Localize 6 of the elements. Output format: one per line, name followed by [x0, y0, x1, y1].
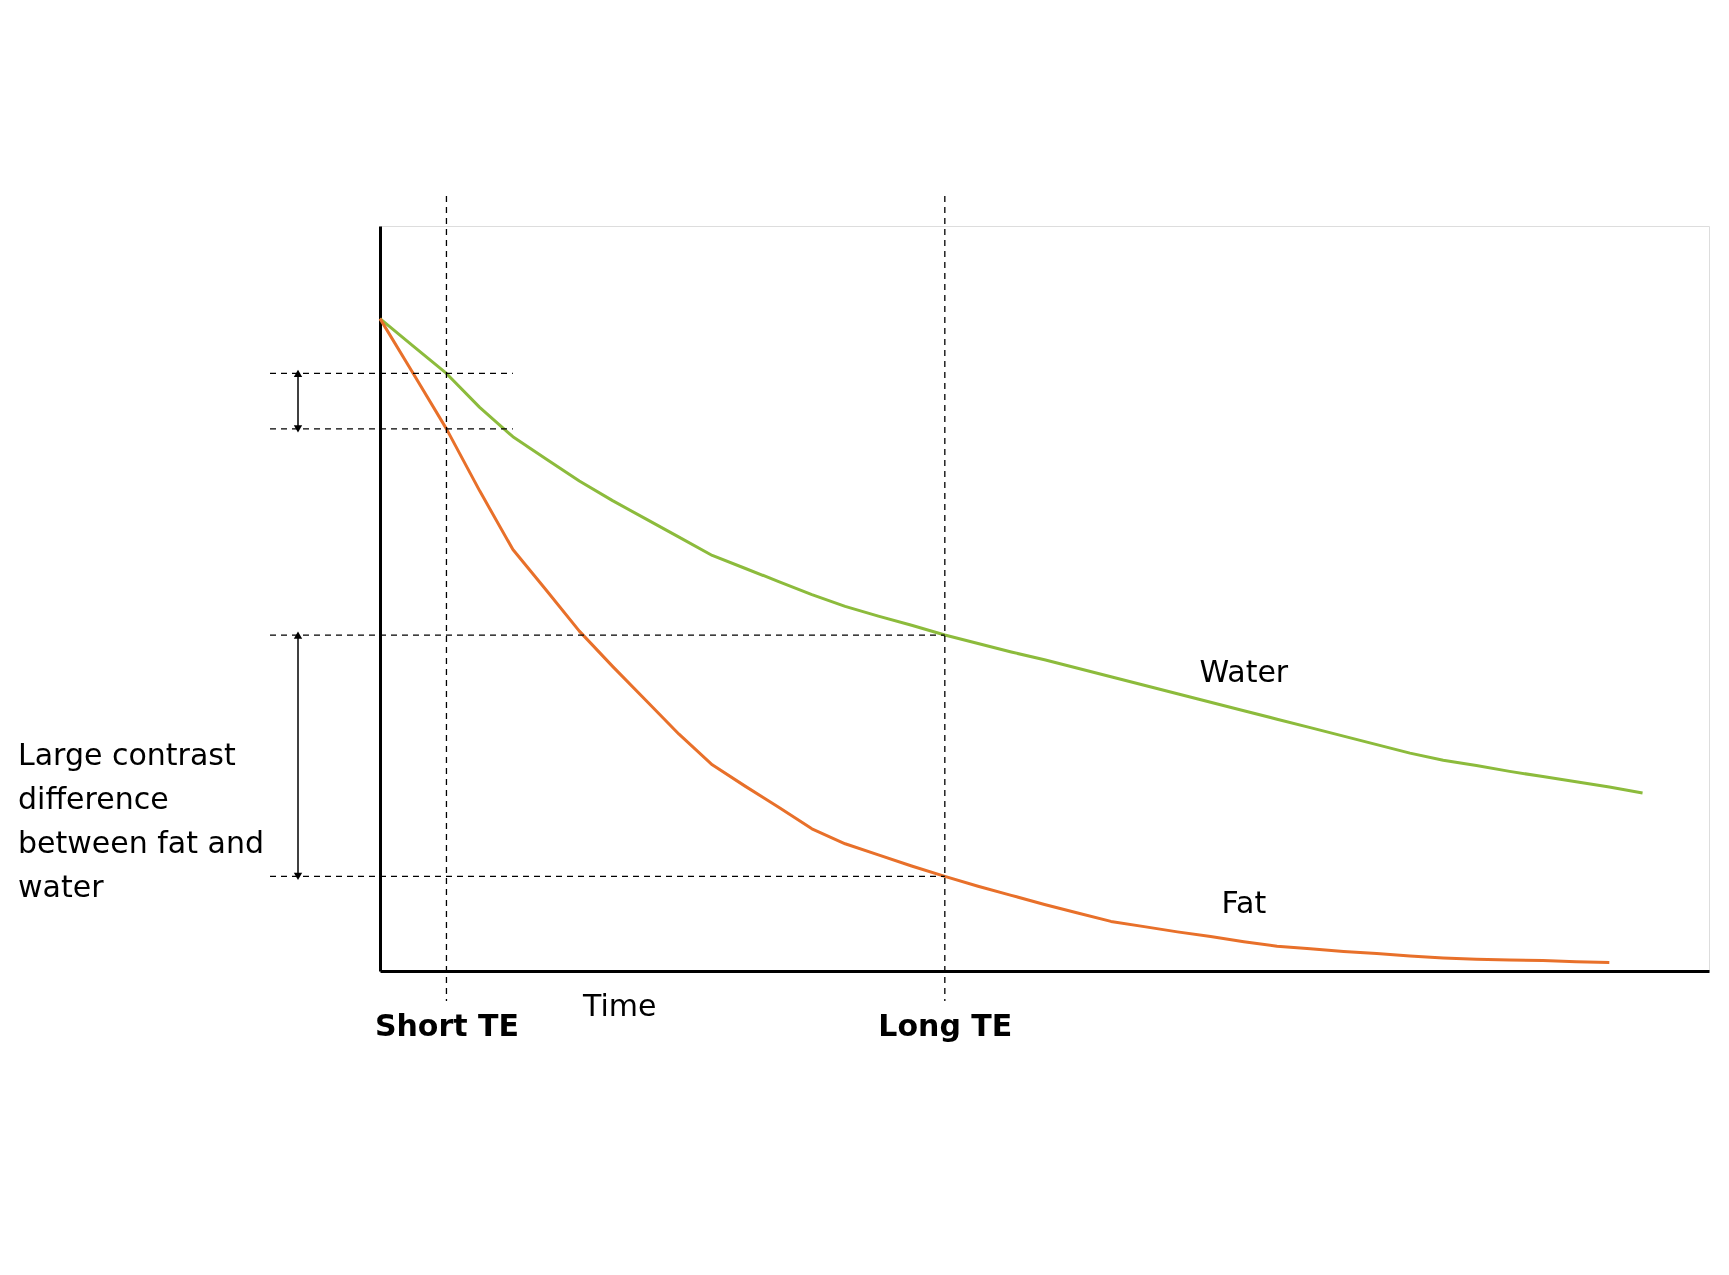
- series-label: Fat: [1221, 884, 1267, 920]
- text: Large contrast difference between fat and water: [18, 736, 264, 904]
- x-tick-label: Short TE: [374, 1007, 520, 1043]
- series-label: Water: [1199, 653, 1289, 689]
- x-axis-title: Time: [582, 987, 657, 1023]
- x-tick-label: Long TE: [878, 1007, 1013, 1043]
